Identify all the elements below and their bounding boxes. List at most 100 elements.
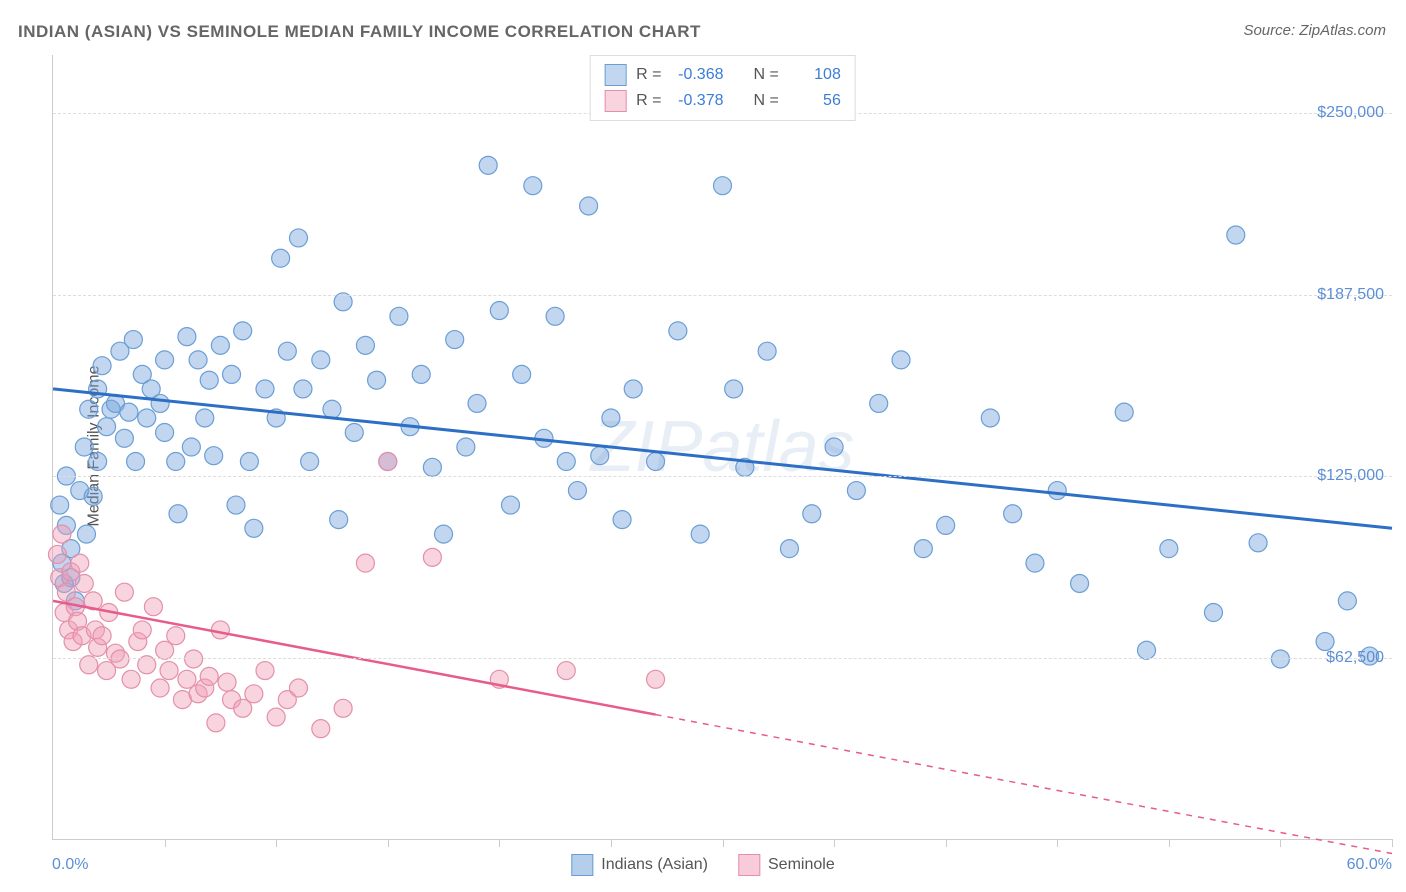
- scatter-point: [120, 403, 138, 421]
- scatter-point: [160, 662, 178, 680]
- x-tick: [1280, 839, 1281, 847]
- scatter-point: [546, 307, 564, 325]
- scatter-point: [53, 525, 71, 543]
- scatter-point: [93, 627, 111, 645]
- scatter-point: [167, 627, 185, 645]
- scatter-point: [892, 351, 910, 369]
- scatter-point: [446, 331, 464, 349]
- scatter-point: [75, 574, 93, 592]
- x-tick: [1169, 839, 1170, 847]
- scatter-point: [513, 365, 531, 383]
- trend-line-dashed: [656, 715, 1392, 854]
- scatter-point: [847, 482, 865, 500]
- scatter-point: [138, 409, 156, 427]
- scatter-point: [390, 307, 408, 325]
- scatter-point: [602, 409, 620, 427]
- stats-legend: R =-0.368N =108R =-0.378N =56: [589, 55, 856, 121]
- scatter-point: [51, 496, 69, 514]
- series-legend-label: Seminole: [768, 856, 835, 874]
- series-legend: Indians (Asian)Seminole: [571, 854, 834, 876]
- x-tick: [1057, 839, 1058, 847]
- scatter-point: [457, 438, 475, 456]
- x-tick: [388, 839, 389, 847]
- stat-N-label: N =: [754, 92, 779, 110]
- scatter-point: [435, 525, 453, 543]
- scatter-point: [568, 482, 586, 500]
- scatter-point: [557, 662, 575, 680]
- scatter-point: [124, 331, 142, 349]
- scatter-point: [272, 249, 290, 267]
- scatter-point: [127, 453, 145, 471]
- scatter-point: [156, 351, 174, 369]
- scatter-point: [1338, 592, 1356, 610]
- scatter-point: [1249, 534, 1267, 552]
- scatter-point: [80, 400, 98, 418]
- scatter-point: [223, 365, 241, 383]
- scatter-point: [714, 177, 732, 195]
- x-tick: [723, 839, 724, 847]
- x-tick: [165, 839, 166, 847]
- scatter-point: [591, 447, 609, 465]
- y-tick-label: $187,500: [1317, 286, 1384, 304]
- source-attribution: Source: ZipAtlas.com: [1243, 22, 1386, 39]
- scatter-point: [111, 650, 129, 668]
- scatter-point: [75, 438, 93, 456]
- gridline-h: [53, 295, 1392, 296]
- legend-swatch: [571, 854, 593, 876]
- stat-R-label: R =: [636, 92, 661, 110]
- scatter-point: [245, 519, 263, 537]
- scatter-point: [156, 423, 174, 441]
- scatter-point: [1115, 403, 1133, 421]
- scatter-point: [1071, 574, 1089, 592]
- scatter-point: [412, 365, 430, 383]
- scatter-point: [289, 679, 307, 697]
- scatter-point: [240, 453, 258, 471]
- x-tick: [276, 839, 277, 847]
- scatter-point: [77, 525, 95, 543]
- stat-R-label: R =: [636, 66, 661, 84]
- x-tick: [946, 839, 947, 847]
- scatter-point: [256, 380, 274, 398]
- chart-container: INDIAN (ASIAN) VS SEMINOLE MEDIAN FAMILY…: [0, 0, 1406, 892]
- scatter-point: [1026, 554, 1044, 572]
- x-axis-min-label: 0.0%: [52, 856, 88, 874]
- scatter-point: [207, 714, 225, 732]
- scatter-point: [490, 302, 508, 320]
- scatter-svg: [53, 55, 1392, 839]
- scatter-point: [334, 699, 352, 717]
- scatter-point: [1271, 650, 1289, 668]
- stats-legend-row: R =-0.368N =108: [604, 62, 841, 88]
- scatter-point: [205, 447, 223, 465]
- scatter-point: [245, 685, 263, 703]
- scatter-point: [200, 371, 218, 389]
- scatter-point: [725, 380, 743, 398]
- scatter-point: [169, 505, 187, 523]
- scatter-point: [312, 720, 330, 738]
- scatter-point: [301, 453, 319, 471]
- scatter-point: [870, 394, 888, 412]
- scatter-point: [278, 342, 296, 360]
- scatter-point: [468, 394, 486, 412]
- scatter-point: [780, 540, 798, 558]
- scatter-point: [580, 197, 598, 215]
- scatter-point: [178, 328, 196, 346]
- scatter-point: [825, 438, 843, 456]
- scatter-point: [115, 429, 133, 447]
- scatter-point: [196, 409, 214, 427]
- scatter-point: [227, 496, 245, 514]
- scatter-point: [613, 511, 631, 529]
- scatter-point: [937, 516, 955, 534]
- legend-swatch: [604, 90, 626, 112]
- scatter-point: [151, 394, 169, 412]
- scatter-point: [479, 156, 497, 174]
- scatter-point: [182, 438, 200, 456]
- scatter-point: [151, 679, 169, 697]
- scatter-point: [1160, 540, 1178, 558]
- scatter-point: [185, 650, 203, 668]
- scatter-point: [501, 496, 519, 514]
- scatter-point: [647, 670, 665, 688]
- plot-area: ZIPatlas R =-0.368N =108R =-0.378N =56 $…: [52, 55, 1392, 840]
- scatter-point: [356, 554, 374, 572]
- scatter-point: [1204, 604, 1222, 622]
- scatter-point: [914, 540, 932, 558]
